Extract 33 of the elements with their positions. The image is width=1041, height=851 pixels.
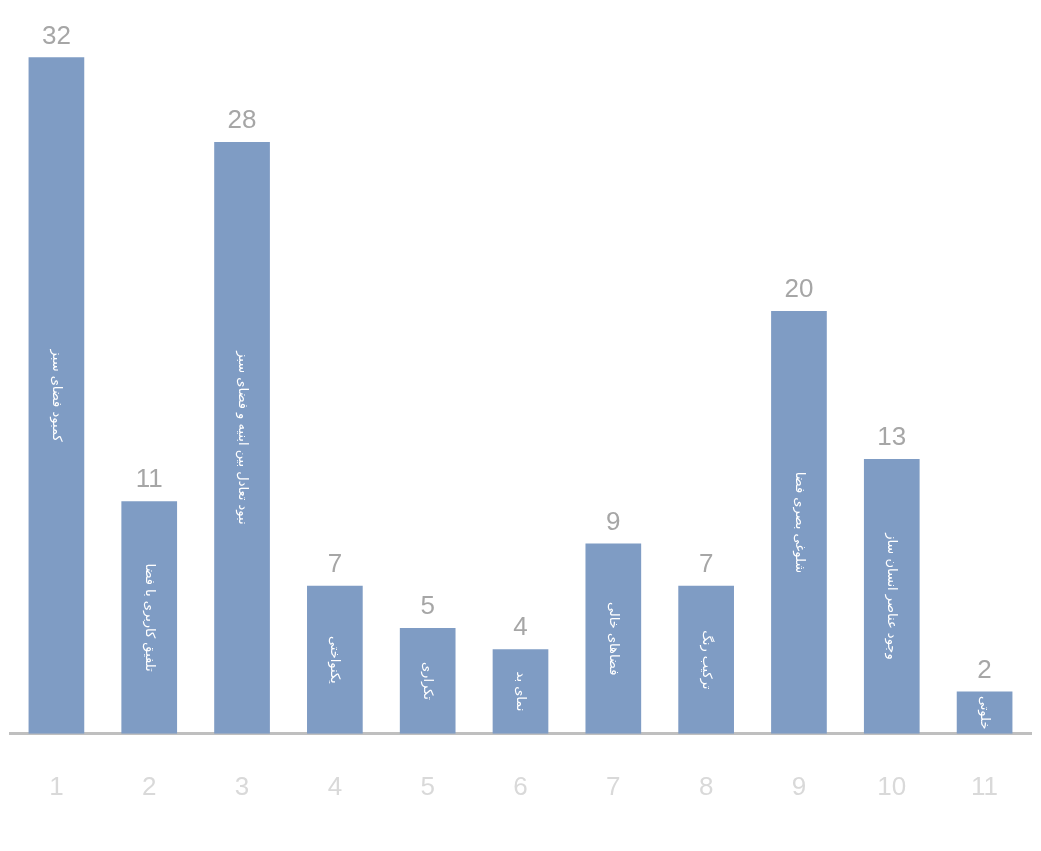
- bar: [771, 311, 827, 734]
- annotation: یکنواختی: [327, 635, 344, 685]
- data-label: 5: [420, 590, 435, 621]
- bar: [585, 543, 642, 734]
- annotation: تکراری: [420, 661, 437, 701]
- bar: [863, 458, 920, 734]
- annotation: وجود عناصر انسان ساز: [884, 532, 901, 660]
- data-label: 20: [784, 273, 814, 304]
- data-label: 13: [877, 421, 907, 452]
- bar: [121, 501, 178, 734]
- annotation: فضاهای خالی: [606, 601, 622, 676]
- data-label: 2: [977, 653, 992, 684]
- data-label: 7: [327, 548, 343, 578]
- bar: [28, 57, 85, 734]
- annotation: نمای بد: [514, 671, 530, 712]
- bar: [492, 649, 549, 734]
- annotation: ترکیب رنگ: [698, 630, 715, 690]
- data-label: 9: [606, 505, 621, 536]
- data-label: 32: [41, 19, 71, 50]
- data-label: 7: [698, 548, 714, 578]
- annotation: شلوغی بصری فضا: [791, 471, 808, 574]
- bar: [678, 585, 734, 734]
- annotation: نبود تعادل بین ابنیه و فضای سبز: [234, 350, 251, 525]
- data-label: 28: [227, 104, 257, 135]
- annotation: خلوتی: [977, 695, 994, 730]
- data-label: 11: [135, 463, 163, 494]
- data-label: 4: [513, 611, 528, 642]
- bar: [214, 141, 270, 734]
- bar: [399, 628, 456, 734]
- bar: [956, 691, 1013, 734]
- annotation: کمبود فضای سبز: [49, 348, 66, 443]
- annotation: تلفیق کاربری با فضا: [141, 563, 158, 672]
- bar: [307, 585, 363, 734]
